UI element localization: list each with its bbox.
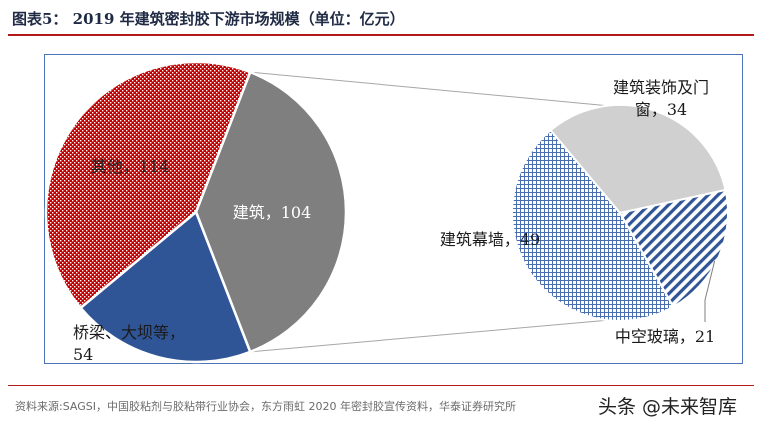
figure-title: 图表5： 2019 年建筑密封胶下游市场规模（单位：亿元） — [12, 10, 405, 28]
main-slice-2 — [78, 209, 252, 364]
chart-frame — [44, 54, 743, 364]
main-slice-1 — [194, 70, 348, 354]
data-label-sub-2: 中空玻璃，21 — [615, 327, 715, 346]
leader-line-sub-2 — [704, 260, 716, 322]
title-rule — [8, 34, 754, 36]
sub-slice-1 — [549, 104, 727, 215]
sub-slice-3 — [511, 128, 675, 322]
data-label-sub-3: 建筑幕墙，49 — [440, 230, 540, 249]
source-note: 资料来源:SAGSI，中国胶粘剂与胶粘带行业协会，东方雨虹 2020 年密封胶宣… — [15, 400, 516, 413]
data-label-sub-1: 建筑装饰及门窗，34 — [613, 78, 709, 119]
data-label-main-2: 桥梁、大坝等， 54 — [73, 323, 185, 364]
watermark: 头条 @未来智库 — [598, 396, 738, 418]
data-label-main-3: 其他，114 — [91, 157, 170, 176]
connector-line-top — [250, 71, 611, 107]
sub-slice-2 — [618, 188, 729, 309]
connector-line-bottom — [250, 319, 611, 353]
data-label-main-1: 建筑，104 — [233, 203, 312, 222]
source-rule — [8, 385, 754, 386]
main-slice-3 — [44, 60, 252, 310]
